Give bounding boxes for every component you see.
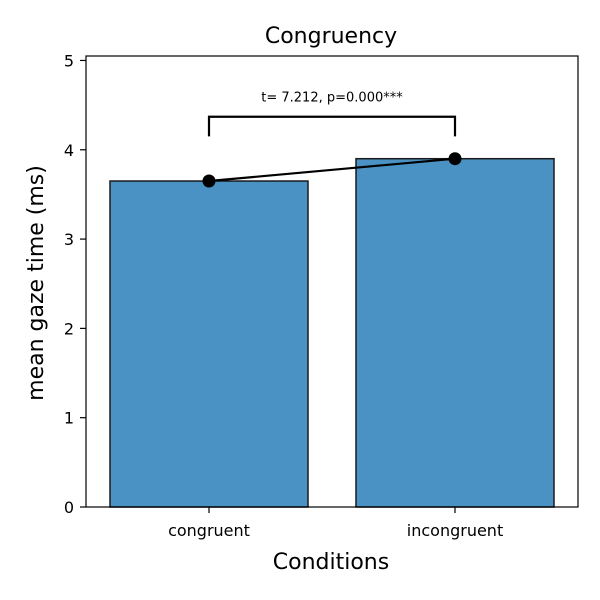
y-tick-label: 4 bbox=[64, 141, 74, 160]
x-tick-label-congruent: congruent bbox=[168, 521, 250, 540]
plot-area: 0 1 2 3 4 5 congruent incongruent t= 7.212, p=0.… bbox=[64, 51, 579, 540]
plot-frame bbox=[85, 55, 579, 508]
y-tick-label: 3 bbox=[64, 230, 74, 249]
y-tick-label: 0 bbox=[64, 498, 74, 517]
y-tick-label: 5 bbox=[64, 51, 74, 70]
mean-marker-congruent bbox=[202, 174, 216, 188]
significance-label: t= 7.212, p=0.000*** bbox=[261, 91, 403, 106]
bar-congruent bbox=[109, 180, 309, 508]
x-axis-title: Conditions bbox=[273, 550, 389, 575]
mean-marker-incongruent bbox=[448, 152, 462, 166]
bar-incongruent bbox=[355, 157, 555, 508]
y-tick-label: 1 bbox=[64, 409, 74, 428]
x-tick-label-incongruent: incongruent bbox=[407, 521, 503, 540]
chart-title: Congruency bbox=[265, 24, 397, 49]
connector-line bbox=[208, 157, 456, 183]
y-tick-label: 2 bbox=[64, 319, 74, 338]
y-axis-title: mean gaze time (ms) bbox=[24, 165, 49, 401]
significance-bracket bbox=[207, 115, 457, 137]
